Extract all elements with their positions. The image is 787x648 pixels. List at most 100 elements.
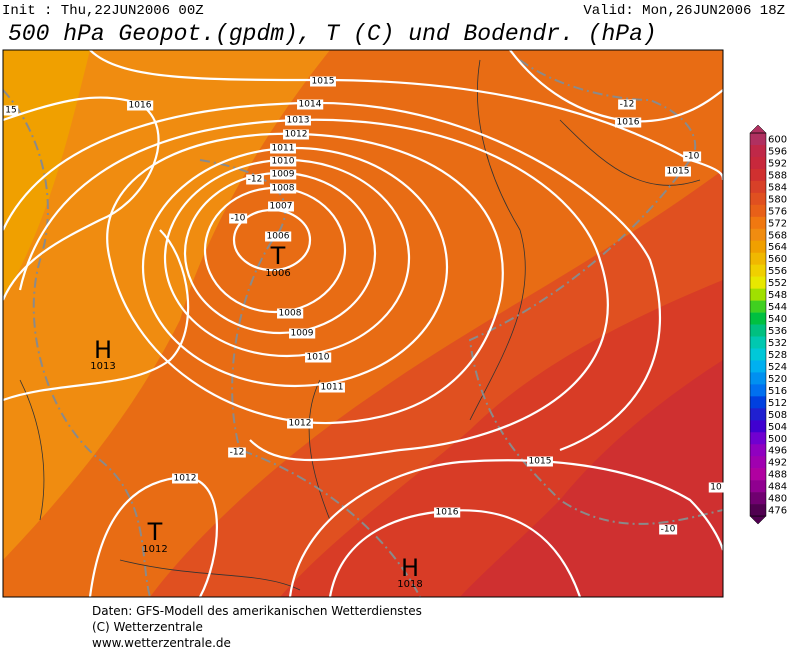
field xyxy=(3,50,330,560)
colorbar-label: 512 xyxy=(768,398,787,409)
label-box xyxy=(683,151,702,162)
map-label: -12 xyxy=(230,448,245,458)
colorbar-label: 480 xyxy=(768,494,787,505)
map-label: 1006 xyxy=(267,232,290,242)
label-box xyxy=(229,213,248,224)
pressure-center: T xyxy=(270,242,286,270)
map-label: 1014 xyxy=(299,100,322,110)
map-label: -10 xyxy=(685,152,700,162)
label-box xyxy=(265,231,292,242)
colorbar-swatch xyxy=(750,228,766,242)
colorbar-swatch xyxy=(750,492,766,505)
colorbar-swatch xyxy=(750,133,766,146)
pressure-center: H xyxy=(94,336,112,364)
colorbar-swatch xyxy=(750,252,766,265)
label-box xyxy=(246,174,264,185)
colorbar-label: 532 xyxy=(768,338,787,349)
colorbar-swatch xyxy=(750,468,766,481)
colorbar-label: 516 xyxy=(768,386,787,397)
colorbar-swatch xyxy=(750,168,766,182)
footer-line: (C) Wetterzentrale xyxy=(92,620,203,634)
colorbar-frame xyxy=(749,132,767,517)
isobar xyxy=(3,96,160,301)
isotherm xyxy=(3,89,151,597)
footer-line: Daten: GFS-Modell des amerikanischen Wet… xyxy=(92,604,422,618)
isobar xyxy=(89,50,723,181)
isobar xyxy=(106,132,504,425)
map-label: 1009 xyxy=(272,170,295,180)
colorbar-label: 504 xyxy=(768,422,787,433)
label-box xyxy=(289,328,316,339)
colorbar-swatch xyxy=(750,504,766,517)
label-box xyxy=(297,99,324,110)
colorbar-label: 552 xyxy=(768,278,787,289)
label-box xyxy=(270,183,297,194)
colorbar-label: 540 xyxy=(768,314,787,325)
colorbar-swatch xyxy=(750,480,766,493)
isobar xyxy=(3,101,662,452)
label-box xyxy=(665,166,691,177)
colorbar-swatch xyxy=(750,312,766,325)
colorbar-label: 492 xyxy=(768,458,787,469)
colorbar-label: 580 xyxy=(768,194,787,205)
colorbar-swatch xyxy=(750,216,766,230)
pressure-center: T xyxy=(147,518,163,546)
pressure-center: H xyxy=(401,554,419,582)
colorbar-swatch xyxy=(750,240,766,254)
colorbar-swatch xyxy=(750,144,766,158)
colorbar-label: 476 xyxy=(768,506,787,517)
colorbar-label: 584 xyxy=(768,182,787,193)
map-label: 1015 xyxy=(667,167,690,177)
map-label: 1009 xyxy=(291,329,314,339)
colorbar-swatch xyxy=(750,288,766,301)
colorbar-swatch xyxy=(750,384,766,397)
colorbar-label: 592 xyxy=(768,158,787,169)
colorbar-swatch xyxy=(750,360,766,373)
label-box xyxy=(615,117,642,128)
colorbar-swatch xyxy=(750,324,766,337)
map-label: 10 xyxy=(710,483,722,493)
colorbar-label: 528 xyxy=(768,350,787,361)
label-box xyxy=(270,156,297,167)
map-label: 1010 xyxy=(272,157,295,167)
label-box xyxy=(310,76,336,87)
map-label: 1012 xyxy=(174,474,197,484)
colorbar-label: 548 xyxy=(768,290,787,301)
colorbar-swatch xyxy=(750,456,766,469)
map-label: 1015 xyxy=(529,457,552,467)
field xyxy=(460,360,723,597)
colorbar-swatch xyxy=(750,432,766,445)
map-label: 1011 xyxy=(272,144,295,154)
map-label: -12 xyxy=(620,100,635,110)
colorbar-label: 596 xyxy=(768,146,787,157)
colorbar-label: 524 xyxy=(768,362,787,373)
map-label: 1016 xyxy=(436,508,459,518)
colorbar-label: 568 xyxy=(768,230,787,241)
colorbar-swatch xyxy=(750,444,766,457)
map-title: 500 hPa Geopot.(gpdm), T (C) und Bodendr… xyxy=(8,21,657,47)
colorbar-label: 564 xyxy=(768,242,787,253)
label-box xyxy=(270,169,297,180)
colorbar-swatch xyxy=(750,372,766,385)
colorbar-cap xyxy=(749,515,767,525)
map-label: 1011 xyxy=(321,383,344,393)
label-box xyxy=(319,382,345,393)
colorbar-swatch xyxy=(750,180,766,194)
label-box xyxy=(287,418,313,429)
valid-time: Valid: Mon,26JUN2006 18Z xyxy=(583,3,785,19)
colorbar-label: 484 xyxy=(768,482,787,493)
colorbar-label: 500 xyxy=(768,434,787,445)
colorbar-swatch xyxy=(750,276,766,289)
map-label: -12 xyxy=(248,175,263,185)
coastline xyxy=(19,59,701,591)
pressure-value: 1006 xyxy=(265,268,290,279)
colorbar-swatch xyxy=(750,264,766,277)
pressure-value: 1012 xyxy=(142,544,167,555)
colorbar-swatch xyxy=(750,300,766,313)
label-box xyxy=(708,482,724,493)
colorbar-label: 556 xyxy=(768,266,787,277)
map: 1015 1016 1014 1013 1012 1011 1010 1009 … xyxy=(2,49,724,598)
colorbar-label: 488 xyxy=(768,470,787,481)
map-label: 1016 xyxy=(617,118,640,128)
